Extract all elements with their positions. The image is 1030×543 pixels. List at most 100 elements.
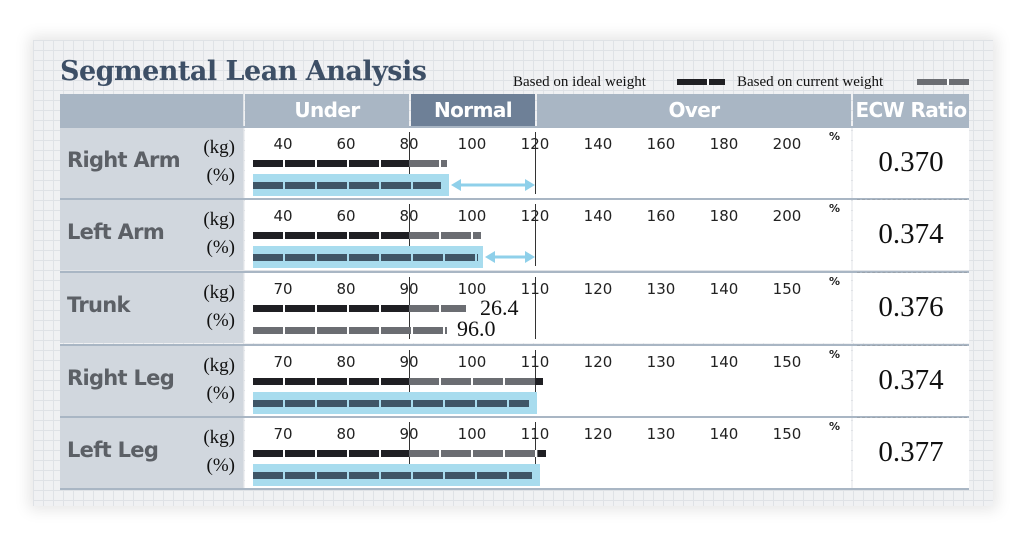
tick-label: 120 [583,425,613,443]
tick-label: 120 [583,280,613,298]
tick-label: 130 [646,425,676,443]
row-separator [60,198,969,200]
legend-current-swatch [917,79,969,85]
tick-label: 80 [336,353,356,371]
bar-kg-current [409,232,481,239]
legend-current-label: Based on current weight [737,74,884,90]
legend-ideal-swatch [677,79,725,85]
unit-kg: (kg) [203,209,235,230]
ecw-cell: 0.374 [853,346,969,416]
bar-kg-ideal [253,378,409,385]
chart-title: Segmental Lean Analysis [60,56,427,87]
unit-kg: (kg) [203,137,235,158]
ecw-cell: 0.370 [853,128,969,198]
tick-label: 80 [336,425,356,443]
axis-unit-percent: % [829,202,841,215]
tick-label: 110 [520,353,550,371]
tick-label: 180 [709,207,739,225]
tick-label: 80 [336,280,356,298]
row-separator [60,488,969,490]
value-pct: 96.0 [457,316,496,341]
unit-pct: (%) [206,310,235,331]
tick-label: 150 [772,353,802,371]
segment-name-right-leg: Right Leg [67,366,175,390]
bar-pct [253,254,478,261]
ecw-ratio-value: 0.370 [878,146,944,178]
tick-label: 120 [520,135,550,153]
header-normal: Normal [411,94,535,126]
ecw-separator [857,199,967,200]
tick-label: 180 [709,135,739,153]
tick-label: 70 [273,425,293,443]
tick-label: 90 [399,280,419,298]
row-label-cell: Right Arm (kg) (%) [60,128,243,198]
tick-label: 140 [583,135,613,153]
tick-label: 100 [457,207,487,225]
tick-label: 70 [273,280,293,298]
row-label-cell: Right Leg (kg) (%) [60,346,243,416]
ecw-ratio-value: 0.377 [878,436,944,468]
tick-label: 120 [583,353,613,371]
segment-name-left-leg: Left Leg [67,438,159,462]
row-separator [60,271,969,273]
tick-label: 90 [399,353,419,371]
row-separator [60,416,969,418]
ecw-cell: 0.376 [853,273,969,343]
unit-pct: (%) [206,455,235,476]
ecw-cell: 0.377 [853,418,969,488]
bar-kg-end-cap [535,378,543,385]
bar-kg-end-cap [538,450,546,457]
segment-name-right-arm: Right Arm [67,148,181,172]
bar-kg-ideal [253,232,409,239]
ecw-ratio-value: 0.374 [878,364,944,396]
tick-label: 110 [520,425,550,443]
tick-label: 60 [336,135,356,153]
tick-label: 100 [457,353,487,371]
bar-kg-current [409,378,535,385]
tick-label: 150 [772,425,802,443]
tick-label: 140 [583,207,613,225]
tick-label: 200 [772,207,802,225]
bar-kg-ideal [253,305,409,312]
tick-label: 80 [399,135,419,153]
ecw-separator [857,272,967,273]
tick-label: 140 [709,425,739,443]
bar-kg-current [409,160,447,167]
unit-pct: (%) [206,237,235,258]
value-kg: 26.4 [480,295,519,320]
range-arrow [485,251,535,263]
tick-label: 160 [646,207,676,225]
tick-label: 140 [709,280,739,298]
unit-pct: (%) [206,165,235,186]
bar-kg-current [409,450,538,457]
bar-pct [253,400,529,407]
ecw-separator [857,417,967,418]
header-blank [60,94,243,126]
bar-kg-ideal [253,160,409,167]
axis-unit-percent: % [829,348,841,361]
unit-kg: (kg) [203,355,235,376]
tick-label: 110 [520,280,550,298]
ecw-cell: 0.374 [853,200,969,270]
normal-range-end-line [535,204,536,266]
tick-label: 130 [646,353,676,371]
tick-label: 70 [273,353,293,371]
tick-label: 40 [273,207,293,225]
row-separator [60,126,969,128]
row-label-cell: Left Arm (kg) (%) [60,200,243,270]
bar-pct [253,327,447,334]
tick-label: 120 [520,207,550,225]
tick-label: 150 [772,280,802,298]
ecw-separator [857,345,967,346]
header-under: Under [245,94,409,126]
header-ecw-ratio: ECW Ratio [853,94,969,126]
ecw-ratio-value: 0.374 [878,218,944,250]
segment-name-trunk: Trunk [67,293,130,317]
unit-kg: (kg) [203,282,235,303]
unit-kg: (kg) [203,427,235,448]
tick-label: 100 [457,135,487,153]
bar-pct [253,182,441,189]
normal-range-end-line [535,277,536,339]
axis-unit-percent: % [829,420,841,433]
bar-pct [253,472,532,479]
